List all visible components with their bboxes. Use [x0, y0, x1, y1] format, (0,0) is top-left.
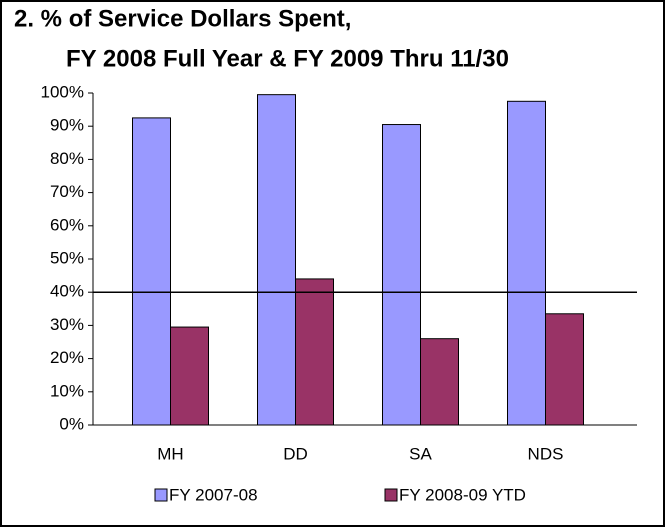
x-tick-label: SA — [409, 444, 432, 463]
y-tick-label: 0% — [59, 414, 84, 433]
bar — [170, 326, 209, 426]
chart-title: FY 2008 Full Year & FY 2009 Thru 11/30 — [66, 45, 509, 72]
legend-swatch — [154, 488, 168, 502]
bar — [132, 117, 171, 426]
bar — [257, 94, 296, 426]
x-tick-label: DD — [283, 444, 308, 463]
chart-title: 2. % of Service Dollars Spent, — [14, 5, 351, 32]
y-tick-label: 60% — [50, 215, 84, 234]
bar — [295, 278, 334, 426]
y-tick-label: 30% — [50, 315, 84, 334]
bar — [382, 124, 421, 426]
bar — [545, 313, 584, 426]
y-tick-label: 20% — [50, 348, 84, 367]
y-tick-label: 40% — [50, 282, 84, 301]
y-tick-label: 10% — [50, 381, 84, 400]
bar — [420, 338, 459, 426]
y-tick-label: 80% — [50, 149, 84, 168]
x-tick-label: MH — [157, 444, 183, 463]
y-tick-label: 70% — [50, 182, 84, 201]
x-tick-label: NDS — [528, 444, 564, 463]
legend-label: FY 2007-08 — [169, 485, 258, 504]
bar — [507, 100, 546, 426]
legend-swatch — [384, 488, 398, 502]
y-tick-label: 100% — [41, 82, 84, 101]
y-tick-label: 50% — [50, 248, 84, 267]
y-tick-label: 90% — [50, 116, 84, 135]
legend-label: FY 2008-09 YTD — [399, 485, 526, 504]
